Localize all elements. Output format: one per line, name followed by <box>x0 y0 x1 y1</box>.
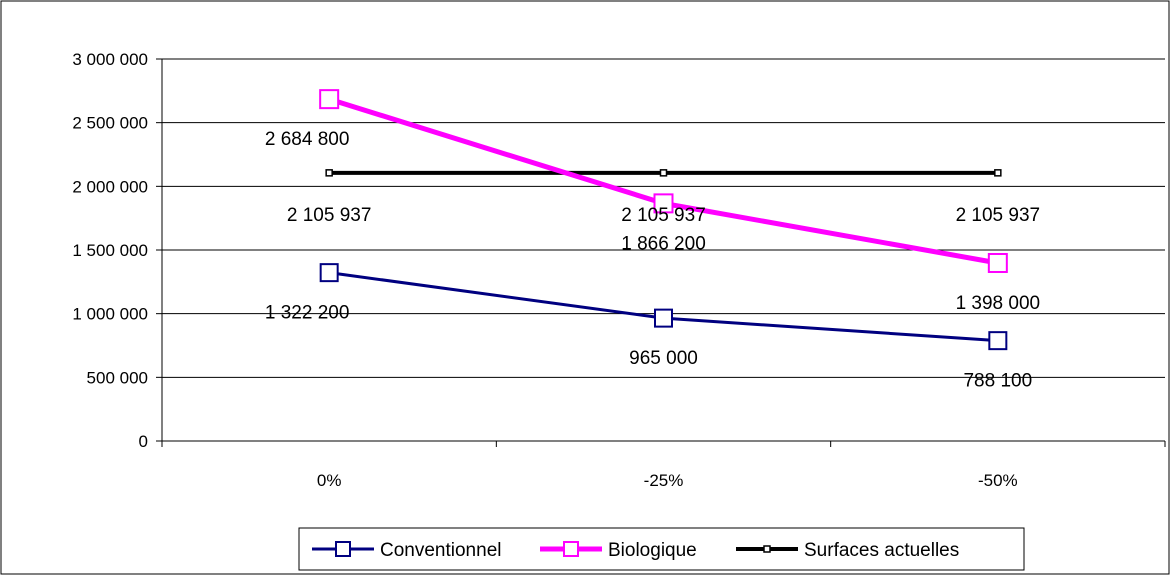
y-tick-label: 1 000 000 <box>72 305 148 324</box>
data-label: 788 100 <box>963 371 1032 392</box>
legend-label: Biologique <box>608 540 697 561</box>
data-label: 2 105 937 <box>287 205 372 226</box>
y-tick-label: 500 000 <box>87 368 148 387</box>
data-point-marker <box>653 193 674 214</box>
y-tick-label: 2 500 000 <box>72 114 148 133</box>
data-labels: 1 322 200 965 000 788 100 2 684 800 1 866 20… <box>265 129 1040 392</box>
series-group <box>319 89 1008 351</box>
data-label: 1 866 200 <box>621 233 706 254</box>
data-label: 2 105 937 <box>621 205 706 226</box>
data-point-marker <box>987 252 1008 273</box>
legend-box <box>298 527 1025 571</box>
data-point-marker <box>319 89 340 110</box>
legend-label: Conventionnel <box>380 540 501 561</box>
legend-marker <box>763 545 771 553</box>
x-tick-label: -25% <box>644 471 684 490</box>
data-point-marker <box>325 169 333 177</box>
data-point-marker <box>659 169 668 177</box>
axes: 0 500 000 1 000 000 1 500 000 2 000 000 2 500… <box>72 50 1166 490</box>
legend: Conventionnel Biologique Surfaces actuelle… <box>298 527 1025 571</box>
data-label: 2 105 937 <box>956 205 1041 226</box>
y-tick-label: 0 <box>139 432 148 451</box>
y-tick-label: 1 500 000 <box>72 241 148 260</box>
data-point-marker <box>319 263 339 283</box>
data-label: 2 684 800 <box>265 129 350 150</box>
data-label: 1 322 200 <box>265 303 350 324</box>
data-point-marker <box>988 331 1008 351</box>
x-tick-label: 0% <box>317 471 342 490</box>
y-tick-label: 2 000 000 <box>72 177 148 196</box>
legend-marker <box>563 541 579 557</box>
data-point-marker <box>994 169 1002 177</box>
data-point-marker <box>654 308 673 328</box>
data-label: 1 398 000 <box>956 293 1041 314</box>
y-tick-label: 3 000 000 <box>72 50 148 69</box>
data-label: 965 000 <box>629 348 698 369</box>
legend-label: Surfaces actuelles <box>804 540 959 561</box>
x-tick-label: -50% <box>978 471 1018 490</box>
legend-marker <box>335 541 351 557</box>
